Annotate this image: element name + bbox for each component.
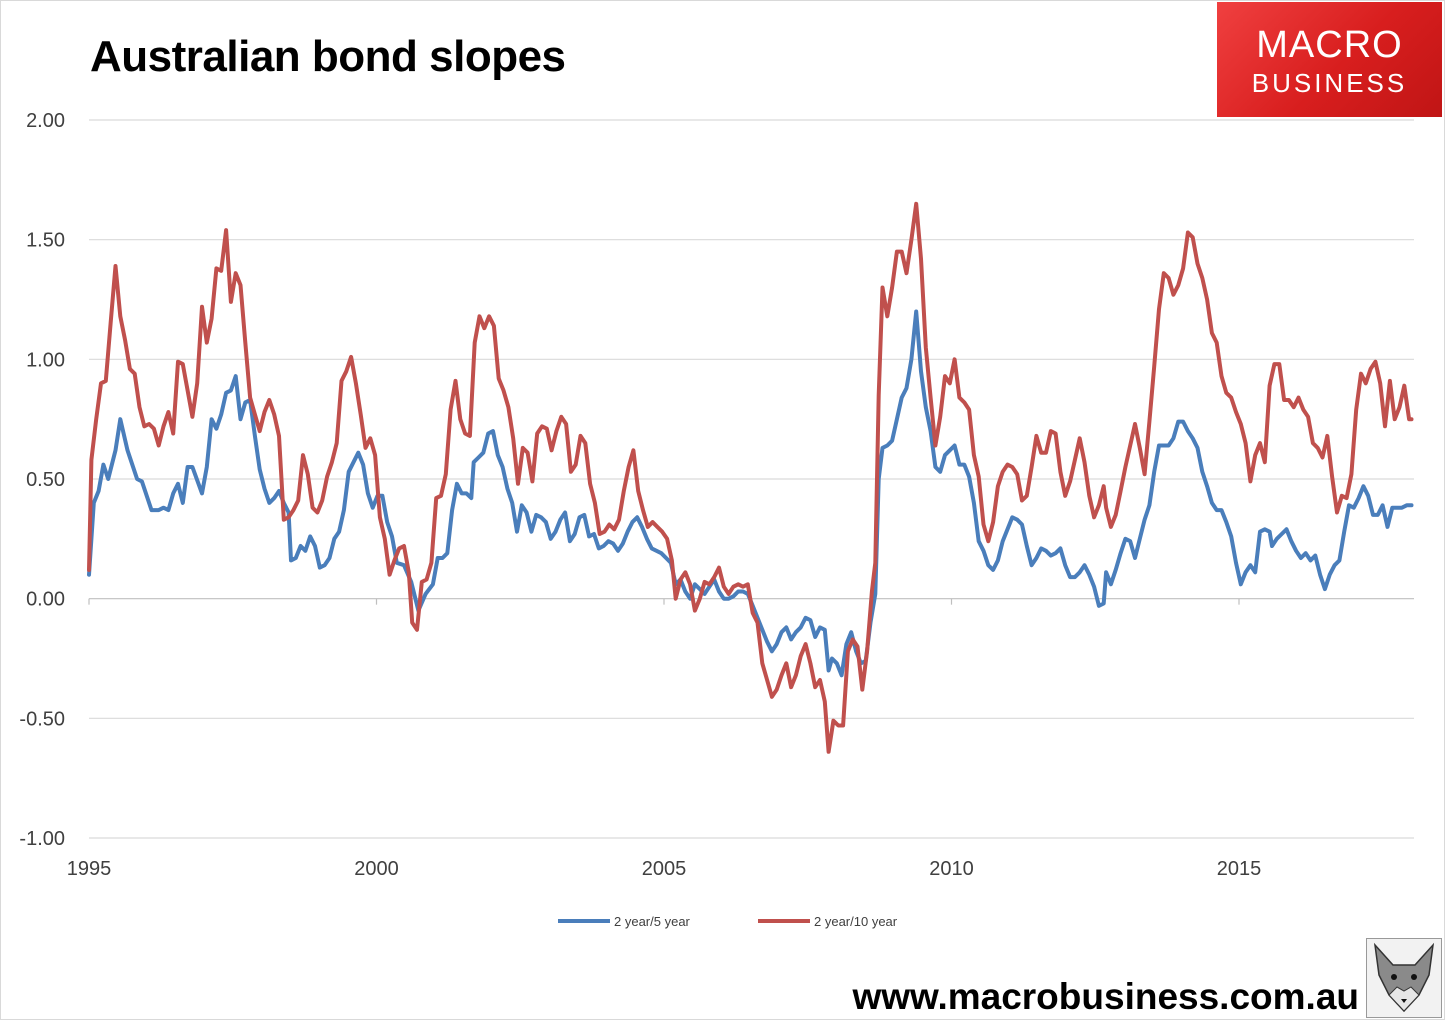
logo-line-2: BUSINESS: [1251, 68, 1408, 98]
y-tick-label: 0.50: [26, 469, 65, 491]
y-tick-label: -0.50: [19, 708, 65, 730]
x-tick-label: 1995: [67, 858, 112, 880]
x-tick-label: 2005: [642, 858, 687, 880]
logo-line-1: MACRO: [1256, 24, 1403, 66]
legend-label: 2 year/10 year: [814, 914, 898, 929]
x-tick-label: 2015: [1217, 858, 1262, 880]
y-tick-label: 2.00: [26, 110, 65, 132]
y-tick-label: -1.00: [19, 828, 65, 850]
y-tick-label: 1.50: [26, 230, 65, 252]
macro-business-logo: MACRO BUSINESS: [1217, 2, 1442, 117]
y-tick-label: 0.00: [26, 589, 65, 611]
x-tick-label: 2000: [354, 858, 399, 880]
fox-icon: [1373, 942, 1435, 1013]
chart-title: Australian bond slopes: [90, 32, 566, 81]
series-line-2y10y: [87, 201, 1414, 754]
website-url: www.macrobusiness.com.au: [852, 976, 1359, 1017]
fox-logo: [1366, 938, 1442, 1018]
series-line-2y5y: [87, 309, 1414, 678]
y-tick-label: 1.00: [26, 349, 65, 371]
x-tick-label: 2010: [929, 858, 974, 880]
legend-label: 2 year/5 year: [614, 914, 691, 929]
